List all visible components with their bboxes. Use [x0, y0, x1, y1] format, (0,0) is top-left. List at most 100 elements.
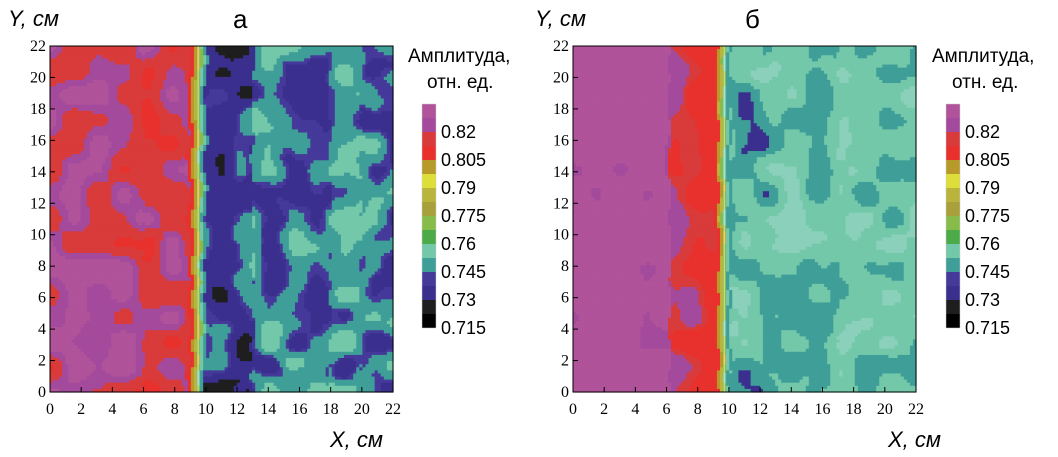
- contour-cell: [359, 58, 363, 63]
- contour-cell: [258, 49, 262, 53]
- contour-cell: [50, 76, 54, 81]
- contour-cell: [279, 58, 284, 63]
- contour-cell: [187, 52, 192, 56]
- contour-cell: [53, 79, 57, 84]
- contour-cell: [368, 76, 373, 81]
- contour-cell: [282, 52, 287, 56]
- contour-cell: [322, 46, 327, 50]
- contour-cell: [242, 52, 247, 56]
- contour-cell: [252, 52, 256, 56]
- contour-cell: [288, 79, 293, 84]
- contour-cell: [108, 76, 112, 81]
- contour-cell: [236, 49, 241, 53]
- contour-cell: [267, 76, 272, 81]
- contour-cell: [325, 61, 330, 66]
- contour-cell: [126, 58, 131, 63]
- contour-cell: [334, 70, 339, 75]
- contour-cell: [172, 49, 177, 53]
- contour-cell: [313, 49, 318, 53]
- contour-cell: [304, 67, 308, 72]
- contour-cell: [353, 73, 357, 78]
- contour-cell: [172, 76, 177, 81]
- contour-cell: [95, 76, 100, 81]
- contour-cell: [356, 46, 360, 50]
- contour-cell: [163, 46, 167, 50]
- contour-cell: [365, 70, 370, 75]
- contour-cell: [74, 52, 79, 56]
- contour-cell: [193, 83, 198, 87]
- contour-cell: [301, 49, 305, 53]
- contour-cell: [62, 86, 66, 90]
- contour-cell: [181, 83, 186, 87]
- contour-cell: [197, 49, 201, 53]
- contour-cell: [68, 79, 73, 84]
- contour-cell: [148, 67, 152, 72]
- contour-cell: [344, 86, 348, 90]
- contour-cell: [166, 73, 171, 78]
- contour-cell: [138, 46, 143, 50]
- contour-cell: [151, 61, 155, 66]
- contour-cell: [89, 73, 94, 78]
- contour-cell: [108, 58, 112, 63]
- contour-cell: [105, 58, 109, 63]
- contour-cell: [68, 61, 73, 66]
- contour-cell: [102, 73, 106, 78]
- contour-cell: [172, 73, 177, 78]
- contour-cell: [368, 52, 373, 56]
- contour-cell: [380, 49, 385, 53]
- contour-cell: [92, 61, 97, 66]
- contour-cell: [181, 76, 186, 81]
- contour-cell: [285, 64, 290, 69]
- contour-cell: [172, 52, 177, 56]
- contour-cell: [123, 70, 128, 75]
- contour-cell: [316, 76, 321, 81]
- contour-cell: [132, 67, 137, 72]
- contour-cell: [383, 76, 388, 81]
- contour-cell: [282, 73, 287, 78]
- contour-cell: [74, 46, 79, 50]
- contour-cell: [242, 79, 247, 84]
- contour-cell: [371, 61, 376, 66]
- contour-cell: [71, 67, 76, 72]
- contour-cell: [154, 49, 158, 53]
- contour-cell: [344, 52, 348, 56]
- contour-cell: [295, 73, 299, 78]
- contour-cell: [126, 46, 131, 50]
- contour-cell: [371, 49, 376, 53]
- contour-cell: [83, 86, 88, 90]
- contour-cell: [86, 70, 91, 75]
- contour-cell: [316, 70, 321, 75]
- contour-cell: [53, 58, 57, 63]
- contour-cell: [356, 70, 360, 75]
- contour-cell: [77, 70, 82, 75]
- contour-cell: [184, 52, 189, 56]
- contour-cell: [169, 58, 174, 63]
- contour-cell: [276, 76, 281, 81]
- contour-cell: [50, 83, 54, 87]
- contour-cell: [62, 79, 66, 84]
- contour-cell: [347, 61, 351, 66]
- contour-cell: [328, 61, 333, 66]
- contour-cell: [77, 83, 82, 87]
- contour-cell: [304, 52, 308, 56]
- contour-cell: [304, 49, 308, 53]
- contour-cell: [319, 46, 324, 50]
- contour-cell: [298, 52, 302, 56]
- contour-cell: [310, 76, 314, 81]
- contour-cell: [68, 55, 73, 59]
- contour-cell: [288, 64, 293, 69]
- contour-cell: [99, 83, 103, 87]
- contour-cell: [151, 67, 155, 72]
- contour-cell: [224, 55, 229, 59]
- contour-cell: [200, 79, 204, 84]
- contour-cell: [319, 76, 324, 81]
- contour-cell: [95, 79, 100, 84]
- contour-cell: [347, 58, 351, 63]
- contour-cell: [276, 49, 281, 53]
- contour-cell: [114, 49, 118, 53]
- contour-cell: [310, 86, 314, 90]
- contour-cell: [325, 79, 330, 84]
- contour-cell: [86, 52, 91, 56]
- contour-cell: [331, 64, 336, 69]
- contour-cell: [227, 67, 232, 72]
